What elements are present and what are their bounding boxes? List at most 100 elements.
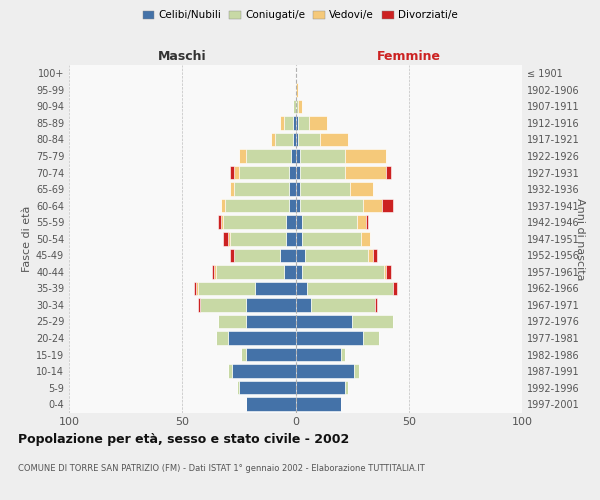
Bar bbox=[296, 199, 300, 212]
Bar bbox=[235, 166, 239, 179]
Bar bbox=[320, 132, 347, 146]
Bar bbox=[198, 298, 200, 312]
Bar bbox=[218, 314, 245, 328]
Bar bbox=[302, 232, 361, 245]
Bar bbox=[227, 232, 230, 245]
Bar bbox=[239, 166, 289, 179]
Bar bbox=[216, 265, 284, 278]
Bar bbox=[293, 100, 296, 113]
Bar bbox=[271, 132, 275, 146]
Bar bbox=[239, 149, 245, 163]
Bar bbox=[296, 248, 305, 262]
Bar bbox=[235, 248, 280, 262]
Bar bbox=[300, 182, 350, 196]
Bar bbox=[241, 348, 245, 362]
Bar bbox=[235, 182, 289, 196]
Bar bbox=[296, 364, 355, 378]
Bar bbox=[296, 332, 364, 345]
Bar bbox=[296, 216, 302, 229]
Bar bbox=[375, 298, 377, 312]
Text: COMUNE DI TORRE SAN PATRIZIO (FM) - Dati ISTAT 1° gennaio 2002 - Elaborazione TU: COMUNE DI TORRE SAN PATRIZIO (FM) - Dati… bbox=[18, 464, 425, 473]
Bar bbox=[239, 381, 296, 394]
Text: Popolazione per età, sesso e stato civile - 2002: Popolazione per età, sesso e stato civil… bbox=[18, 432, 349, 446]
Bar bbox=[216, 332, 227, 345]
Bar bbox=[232, 364, 296, 378]
Bar bbox=[296, 83, 298, 96]
Bar bbox=[309, 116, 327, 130]
Bar bbox=[227, 364, 232, 378]
Bar bbox=[286, 232, 296, 245]
Bar bbox=[296, 348, 341, 362]
Bar bbox=[296, 116, 298, 130]
Bar bbox=[245, 348, 296, 362]
Bar bbox=[298, 116, 309, 130]
Bar bbox=[289, 166, 296, 179]
Bar bbox=[200, 298, 245, 312]
Bar bbox=[223, 216, 286, 229]
Y-axis label: Anni di nascita: Anni di nascita bbox=[575, 198, 585, 280]
Bar bbox=[198, 282, 255, 295]
Text: Maschi: Maschi bbox=[158, 50, 206, 62]
Bar bbox=[230, 166, 235, 179]
Bar bbox=[280, 248, 296, 262]
Bar bbox=[296, 132, 298, 146]
Bar bbox=[384, 265, 386, 278]
Bar bbox=[341, 348, 346, 362]
Bar bbox=[293, 116, 296, 130]
Bar bbox=[194, 282, 196, 295]
Bar bbox=[300, 149, 346, 163]
Bar bbox=[236, 381, 239, 394]
Bar bbox=[393, 282, 397, 295]
Bar bbox=[221, 216, 223, 229]
Bar bbox=[214, 265, 216, 278]
Bar bbox=[307, 282, 393, 295]
Bar bbox=[291, 149, 296, 163]
Bar bbox=[289, 199, 296, 212]
Bar bbox=[300, 166, 346, 179]
Bar bbox=[368, 248, 373, 262]
Y-axis label: Fasce di età: Fasce di età bbox=[22, 206, 32, 272]
Bar bbox=[245, 149, 291, 163]
Bar bbox=[356, 216, 366, 229]
Bar bbox=[196, 282, 198, 295]
Bar bbox=[218, 216, 221, 229]
Bar bbox=[225, 199, 289, 212]
Bar bbox=[245, 398, 296, 411]
Bar bbox=[346, 149, 386, 163]
Bar bbox=[296, 232, 302, 245]
Bar bbox=[221, 199, 225, 212]
Bar bbox=[296, 381, 346, 394]
Bar bbox=[346, 166, 386, 179]
Bar bbox=[223, 232, 227, 245]
Bar bbox=[284, 116, 293, 130]
Bar bbox=[230, 182, 235, 196]
Bar bbox=[352, 314, 393, 328]
Bar bbox=[296, 298, 311, 312]
Bar bbox=[255, 282, 296, 295]
Bar bbox=[364, 332, 379, 345]
Bar bbox=[366, 216, 368, 229]
Bar bbox=[284, 265, 296, 278]
Bar bbox=[296, 100, 298, 113]
Bar bbox=[302, 265, 384, 278]
Bar bbox=[245, 298, 296, 312]
Bar bbox=[346, 381, 347, 394]
Bar bbox=[296, 166, 300, 179]
Bar bbox=[230, 232, 286, 245]
Bar bbox=[302, 216, 356, 229]
Bar bbox=[275, 132, 293, 146]
Bar bbox=[212, 265, 214, 278]
Bar bbox=[373, 248, 377, 262]
Bar bbox=[361, 232, 370, 245]
Bar bbox=[296, 282, 307, 295]
Bar bbox=[296, 398, 341, 411]
Legend: Celibi/Nubili, Coniugati/e, Vedovi/e, Divorziati/e: Celibi/Nubili, Coniugati/e, Vedovi/e, Di… bbox=[139, 6, 461, 25]
Bar bbox=[293, 132, 296, 146]
Bar bbox=[350, 182, 373, 196]
Bar bbox=[296, 149, 300, 163]
Bar bbox=[300, 199, 364, 212]
Text: Femmine: Femmine bbox=[377, 50, 441, 62]
Bar bbox=[296, 182, 300, 196]
Bar bbox=[296, 314, 352, 328]
Bar bbox=[280, 116, 284, 130]
